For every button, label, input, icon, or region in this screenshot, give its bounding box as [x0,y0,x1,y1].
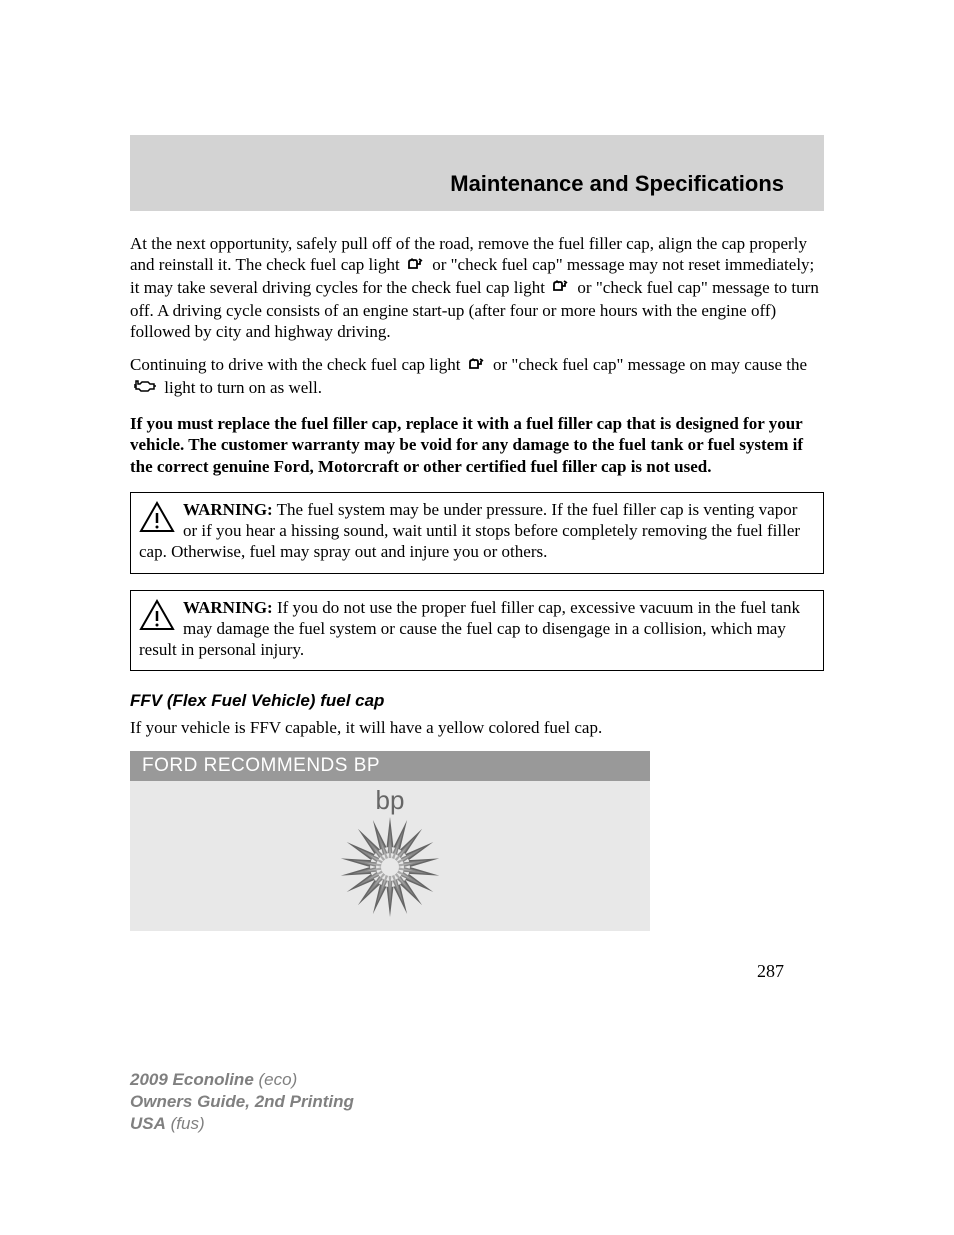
bp-header: FORD RECOMMENDS BP [130,751,650,781]
warning-1-label: WARNING: [183,500,273,519]
ffv-text: If your vehicle is FFV capable, it will … [130,717,824,738]
warning-triangle-icon [139,501,175,538]
page-container: Maintenance and Specifications At the ne… [0,0,954,982]
p2-part-c: light to turn on as well. [164,378,322,397]
bp-sunburst-icon [335,812,445,922]
warning-triangle-icon [139,599,175,636]
ffv-heading: FFV (Flex Fuel Vehicle) fuel cap [130,691,824,711]
bold-notice: If you must replace the fuel filler cap,… [130,413,824,478]
fuel-cap-icon [467,356,487,377]
p2-part-b: or "check fuel cap" message on may cause… [493,355,807,374]
footer-model: 2009 Econoline [130,1070,254,1089]
footer-line-3: USA (fus) [130,1113,354,1135]
footer-line-2: Owners Guide, 2nd Printing [130,1091,354,1113]
paragraph-1: At the next opportunity, safely pull off… [130,233,824,342]
page-number: 287 [130,961,824,982]
section-title: Maintenance and Specifications [170,171,784,197]
p2-part-a: Continuing to drive with the check fuel … [130,355,465,374]
bp-panel: FORD RECOMMENDS BP bp [130,751,650,931]
fuel-cap-icon [406,256,426,277]
warning-2-label: WARNING: [183,598,273,617]
footer: 2009 Econoline (eco) Owners Guide, 2nd P… [130,1069,354,1135]
paragraph-2: Continuing to drive with the check fuel … [130,354,824,400]
bp-body: bp [130,781,650,931]
check-engine-icon [132,377,158,400]
footer-line-1: 2009 Econoline (eco) [130,1069,354,1091]
footer-model-code: (eco) [254,1070,297,1089]
warning-box-1: WARNING: The fuel system may be under pr… [130,492,824,574]
bp-logo: bp [335,785,445,927]
footer-region-code: (fus) [166,1114,205,1133]
footer-region: USA [130,1114,166,1133]
warning-box-2: WARNING: If you do not use the proper fu… [130,590,824,672]
header-band: Maintenance and Specifications [130,135,824,211]
fuel-cap-icon [551,278,571,299]
